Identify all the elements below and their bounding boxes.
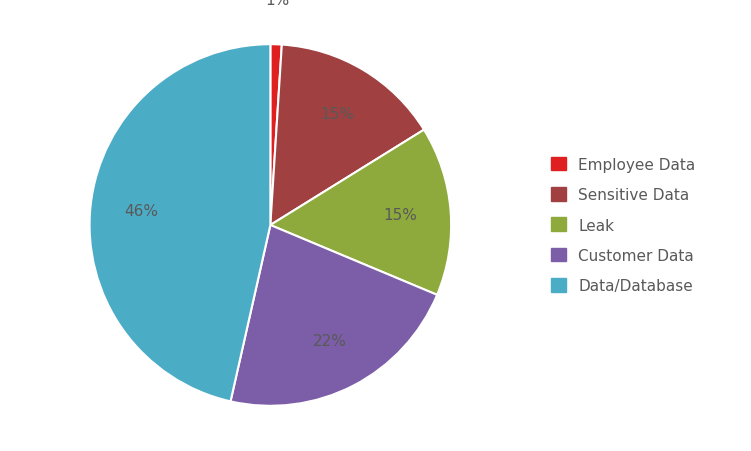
Text: 1%: 1% [265,0,290,8]
Text: 22%: 22% [313,333,347,349]
Text: 15%: 15% [383,208,417,223]
Wedge shape [270,130,451,295]
Text: 15%: 15% [320,106,354,121]
Legend: Employee Data, Sensitive Data, Leak, Customer Data, Data/Database: Employee Data, Sensitive Data, Leak, Cus… [544,152,701,299]
Wedge shape [270,45,282,226]
Text: 46%: 46% [124,203,158,219]
Wedge shape [89,45,270,401]
Wedge shape [270,46,424,226]
Wedge shape [231,226,437,406]
